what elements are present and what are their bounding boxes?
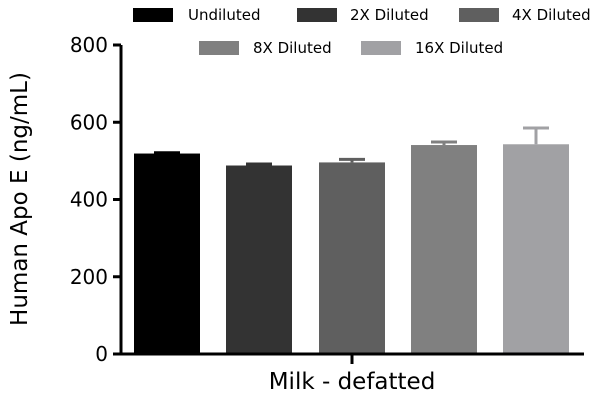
- legend-swatch-undiluted: [133, 8, 173, 22]
- legend-swatch-8x-diluted: [199, 41, 239, 55]
- bars: [134, 126, 569, 354]
- y-ticks: 0 200 400 600 800: [70, 33, 121, 366]
- legend-swatch-4x-diluted: [459, 8, 499, 22]
- legend-swatch-16x-diluted: [361, 41, 401, 55]
- legend-label-4x-diluted: 4X Diluted: [512, 6, 591, 24]
- y-tick-label: 200: [70, 265, 108, 289]
- y-axis-title: Human Apo E (ng/mL): [7, 72, 33, 326]
- bar-16x-diluted: [503, 144, 569, 354]
- legend-label-16x-diluted: 16X Diluted: [415, 39, 503, 57]
- bar-8x-diluted: [411, 145, 477, 354]
- bar-4x-diluted: [319, 162, 385, 354]
- y-tick-label: 600: [70, 110, 108, 134]
- y-tick-label: 800: [70, 33, 108, 57]
- y-tick-label: 400: [70, 188, 108, 212]
- bar-undiluted: [134, 153, 200, 354]
- legend-label-2x-diluted: 2X Diluted: [350, 6, 429, 24]
- y-tick-label: 0: [95, 342, 108, 366]
- legend-label-8x-diluted: 8X Diluted: [253, 39, 332, 57]
- x-axis-title: Milk - defatted: [269, 369, 436, 394]
- legend: Undiluted 2X Diluted 4X Diluted 8X Diluted 1…: [133, 6, 591, 57]
- legend-swatch-2x-diluted: [297, 8, 337, 22]
- legend-label-undiluted: Undiluted: [188, 6, 260, 24]
- bar-2x-diluted: [226, 165, 292, 354]
